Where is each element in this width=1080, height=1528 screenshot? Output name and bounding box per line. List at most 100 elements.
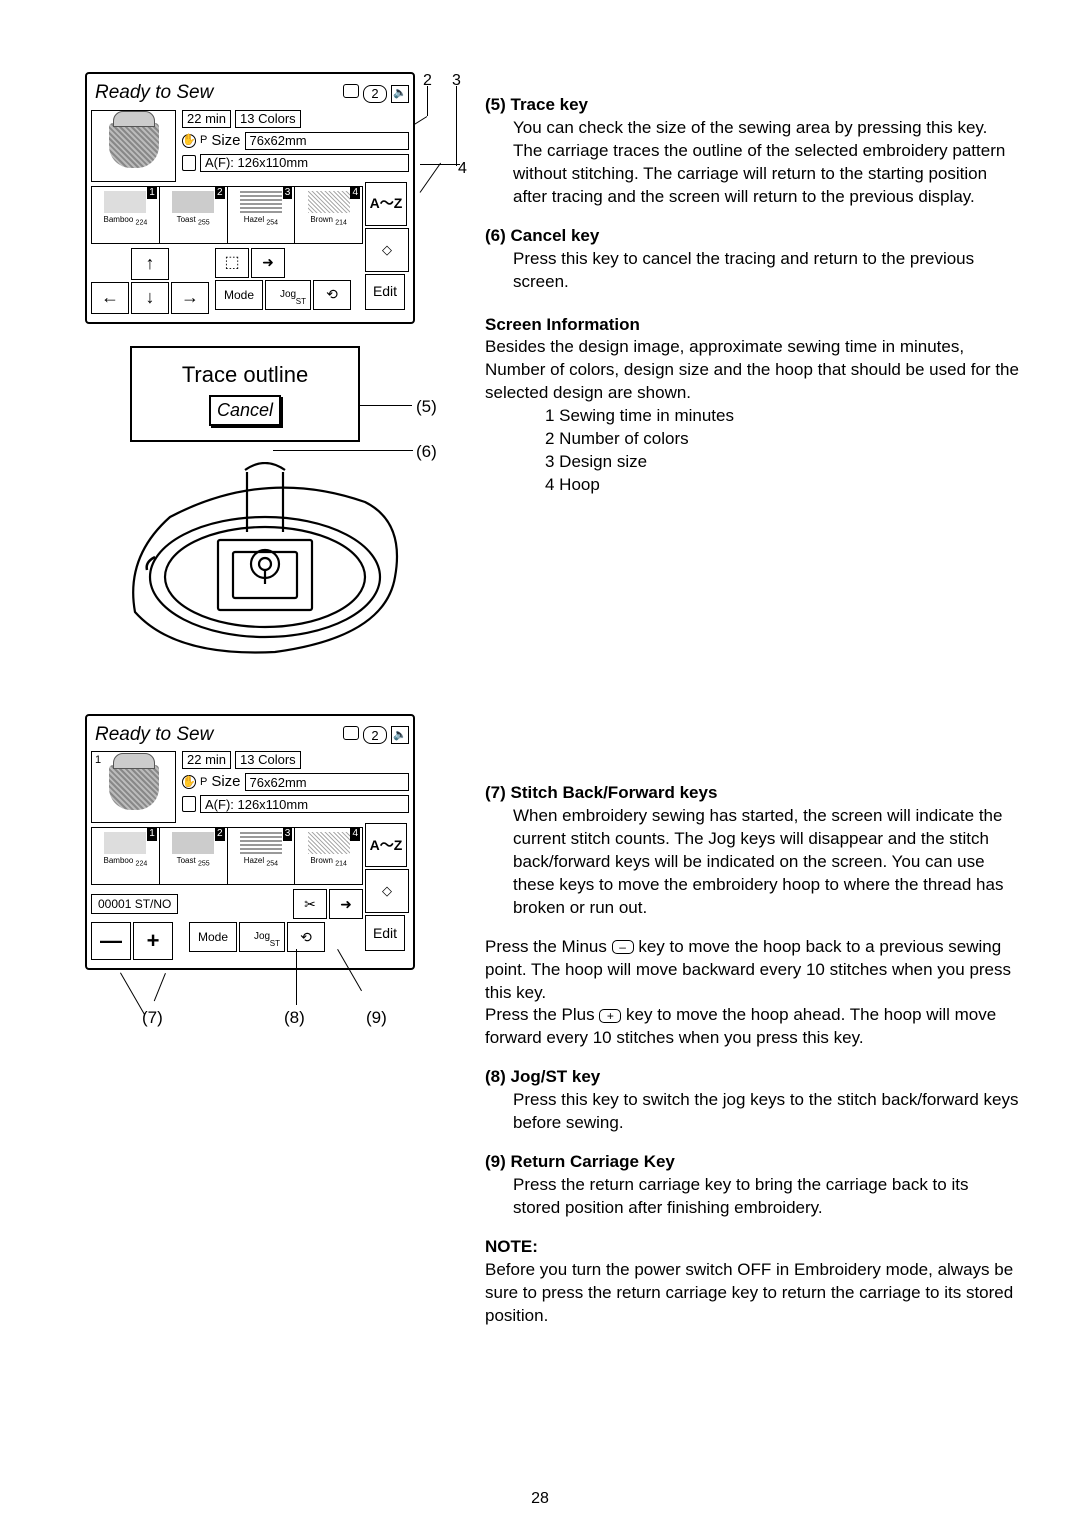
- return-carriage-button[interactable]: ⟲: [287, 922, 325, 952]
- swatch-icon: [172, 832, 214, 854]
- sewing-time: 22 min: [182, 751, 231, 769]
- thread-color[interactable]: 3Hazel 254: [228, 187, 296, 243]
- hoop-select-icon[interactable]: [343, 82, 359, 105]
- swatch-icon: [308, 191, 350, 213]
- callout-4: 4: [458, 158, 467, 180]
- sound-icon[interactable]: 🔈: [391, 85, 409, 103]
- hoop-icon: [182, 155, 196, 171]
- trace-title: Trace outline: [140, 360, 350, 390]
- az-tab[interactable]: A～Z: [365, 182, 407, 226]
- leader-line: [296, 949, 297, 1005]
- heading-cancel-key: (6) Cancel key: [485, 225, 1020, 248]
- hoop-number[interactable]: 2: [363, 726, 387, 744]
- mode-button[interactable]: Mode: [215, 280, 263, 310]
- callout-6: (6): [416, 441, 437, 464]
- size-label: Size: [211, 772, 240, 792]
- trace-key[interactable]: ⬚: [215, 248, 249, 278]
- body-text: You can check the size of the sewing are…: [513, 117, 1020, 209]
- hoop-select-icon[interactable]: [343, 724, 359, 747]
- jog-down[interactable]: ↓: [131, 282, 169, 314]
- swatch-icon: [104, 191, 146, 213]
- heading-screen-information: Screen Information: [485, 314, 1020, 337]
- swatch-icon: [172, 191, 214, 213]
- thread-color[interactable]: 4Brown 214: [295, 187, 362, 243]
- size-value: 76x62mm: [245, 773, 409, 791]
- design-preview: [91, 110, 176, 182]
- thread-cut-icon[interactable]: ✂: [293, 889, 327, 919]
- body-text: When embroidery sewing has started, the …: [513, 805, 1020, 920]
- plus-key-icon: +: [599, 1009, 621, 1023]
- list-item: 1 Sewing time in minutes: [545, 405, 1020, 428]
- stitch-forward-button[interactable]: +: [133, 922, 173, 960]
- body-text: Press the return carriage key to bring t…: [513, 1174, 1020, 1220]
- hoop-value: A(F): 126x110mm: [200, 795, 409, 813]
- callout-5: (5): [416, 396, 437, 419]
- foot-label: P: [200, 133, 207, 148]
- leader-line: [420, 163, 441, 193]
- trace-outline-dialog: Trace outline Cancel: [130, 346, 360, 442]
- edit-button[interactable]: Edit: [365, 915, 405, 951]
- heading-stitch-keys: (7) Stitch Back/Forward keys: [485, 782, 1020, 805]
- thread-color[interactable]: 4Brown 214: [295, 828, 362, 884]
- thread-color[interactable]: 1Bamboo 224: [92, 828, 160, 884]
- callout-8: (8): [284, 1007, 305, 1030]
- next-icon-btn[interactable]: ➜: [329, 889, 363, 919]
- foot-label: P: [200, 775, 207, 790]
- foot-icon: ✋: [182, 134, 196, 148]
- hoop-number[interactable]: 2: [363, 85, 387, 103]
- thread-color-row: 1Bamboo 224 2Toast 255 3Hazel 254 4Brown…: [91, 186, 363, 244]
- basket-icon: [109, 765, 159, 810]
- sound-icon[interactable]: 🔈: [391, 726, 409, 744]
- lcd-screen-1: Ready to Sew 2 🔈 22 min 13 Colors: [85, 72, 415, 324]
- return-carriage-button[interactable]: ⟲: [313, 280, 351, 310]
- list-item: 2 Number of colors: [545, 428, 1020, 451]
- jog-left[interactable]: ←: [91, 282, 129, 314]
- scroll-button[interactable]: ◇: [365, 228, 409, 272]
- heading-trace-key: (5) Trace key: [485, 94, 1020, 117]
- thread-color[interactable]: 2Toast 255: [160, 828, 228, 884]
- hoop-value: A(F): 126x110mm: [200, 154, 409, 172]
- body-text: Press this key to switch the jog keys to…: [513, 1089, 1020, 1135]
- thread-color[interactable]: 3Hazel 254: [228, 828, 296, 884]
- callout-7: (7): [142, 1007, 163, 1030]
- basket-icon: [109, 123, 159, 168]
- mode-button[interactable]: Mode: [189, 922, 237, 952]
- lcd-screen-2: Ready to Sew 2 🔈 1 22 min: [85, 714, 415, 971]
- color-count: 13 Colors: [235, 110, 301, 128]
- heading-return-carriage: (9) Return Carriage Key: [485, 1151, 1020, 1174]
- design-preview: 1: [91, 751, 176, 823]
- hoop-diagram-illustration: [115, 462, 440, 669]
- heading-note: NOTE:: [485, 1236, 1020, 1259]
- next-icon-btn[interactable]: ➜: [251, 248, 285, 278]
- thread-color[interactable]: 2Toast 255: [160, 187, 228, 243]
- scroll-button[interactable]: ◇: [365, 869, 409, 913]
- size-label: Size: [211, 131, 240, 151]
- leader-line: [456, 86, 457, 166]
- cancel-button[interactable]: Cancel: [209, 395, 281, 425]
- leader-line: [360, 405, 412, 406]
- jog-st-button[interactable]: JogST: [265, 280, 311, 310]
- jog-st-button[interactable]: JogST: [239, 922, 285, 952]
- edit-button[interactable]: Edit: [365, 274, 405, 310]
- screen-title: Ready to Sew: [91, 720, 337, 752]
- list-item: 4 Hoop: [545, 474, 1020, 497]
- stitch-counter: 00001 ST/NO: [91, 894, 178, 914]
- swatch-icon: [240, 191, 282, 213]
- stitch-back-button[interactable]: —: [91, 922, 131, 960]
- thread-color[interactable]: 1Bamboo 224: [92, 187, 160, 243]
- jog-arrow-pad: ↑ ← ↓ →: [91, 248, 209, 314]
- az-tab[interactable]: A～Z: [365, 823, 407, 867]
- color-count: 13 Colors: [235, 751, 301, 769]
- screen-title: Ready to Sew: [91, 78, 337, 110]
- leader-line: [427, 86, 428, 116]
- body-text: Besides the design image, approximate se…: [485, 336, 1020, 405]
- jog-right[interactable]: →: [171, 282, 209, 314]
- sewing-time: 22 min: [182, 110, 231, 128]
- leader-line: [273, 450, 413, 451]
- minus-key-icon: –: [612, 940, 634, 954]
- heading-jog-st-key: (8) Jog/ST key: [485, 1066, 1020, 1089]
- jog-up[interactable]: ↑: [131, 248, 169, 280]
- swatch-icon: [240, 832, 282, 854]
- body-text: Press the Minus – key to move the hoop b…: [485, 936, 1020, 1051]
- thread-color-row: 1Bamboo 224 2Toast 255 3Hazel 254 4Brown…: [91, 827, 363, 885]
